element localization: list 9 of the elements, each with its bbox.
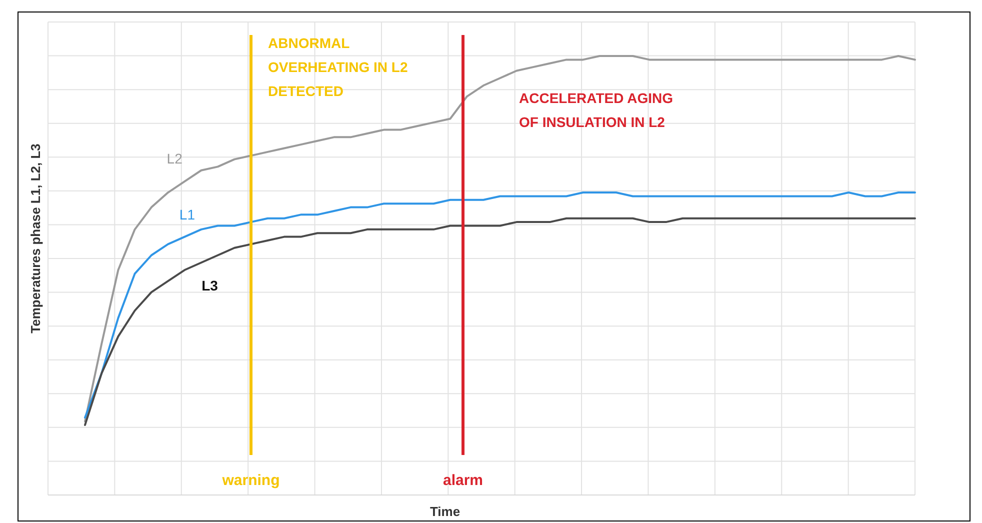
y-axis-title: Temperatures phase L1, L2, L3	[28, 144, 43, 334]
text: Time	[430, 504, 460, 519]
series-label: L1	[179, 206, 196, 222]
series-label: L2	[166, 150, 183, 166]
annotation: ACCELERATED AGING OF INSULATION IN L2	[519, 90, 674, 130]
annotation: ABNORMAL OVERHEATING IN L2 DETECTED	[268, 35, 408, 99]
text: warning	[221, 472, 280, 489]
text: alarm	[442, 472, 484, 489]
series-label: L3	[202, 277, 218, 294]
